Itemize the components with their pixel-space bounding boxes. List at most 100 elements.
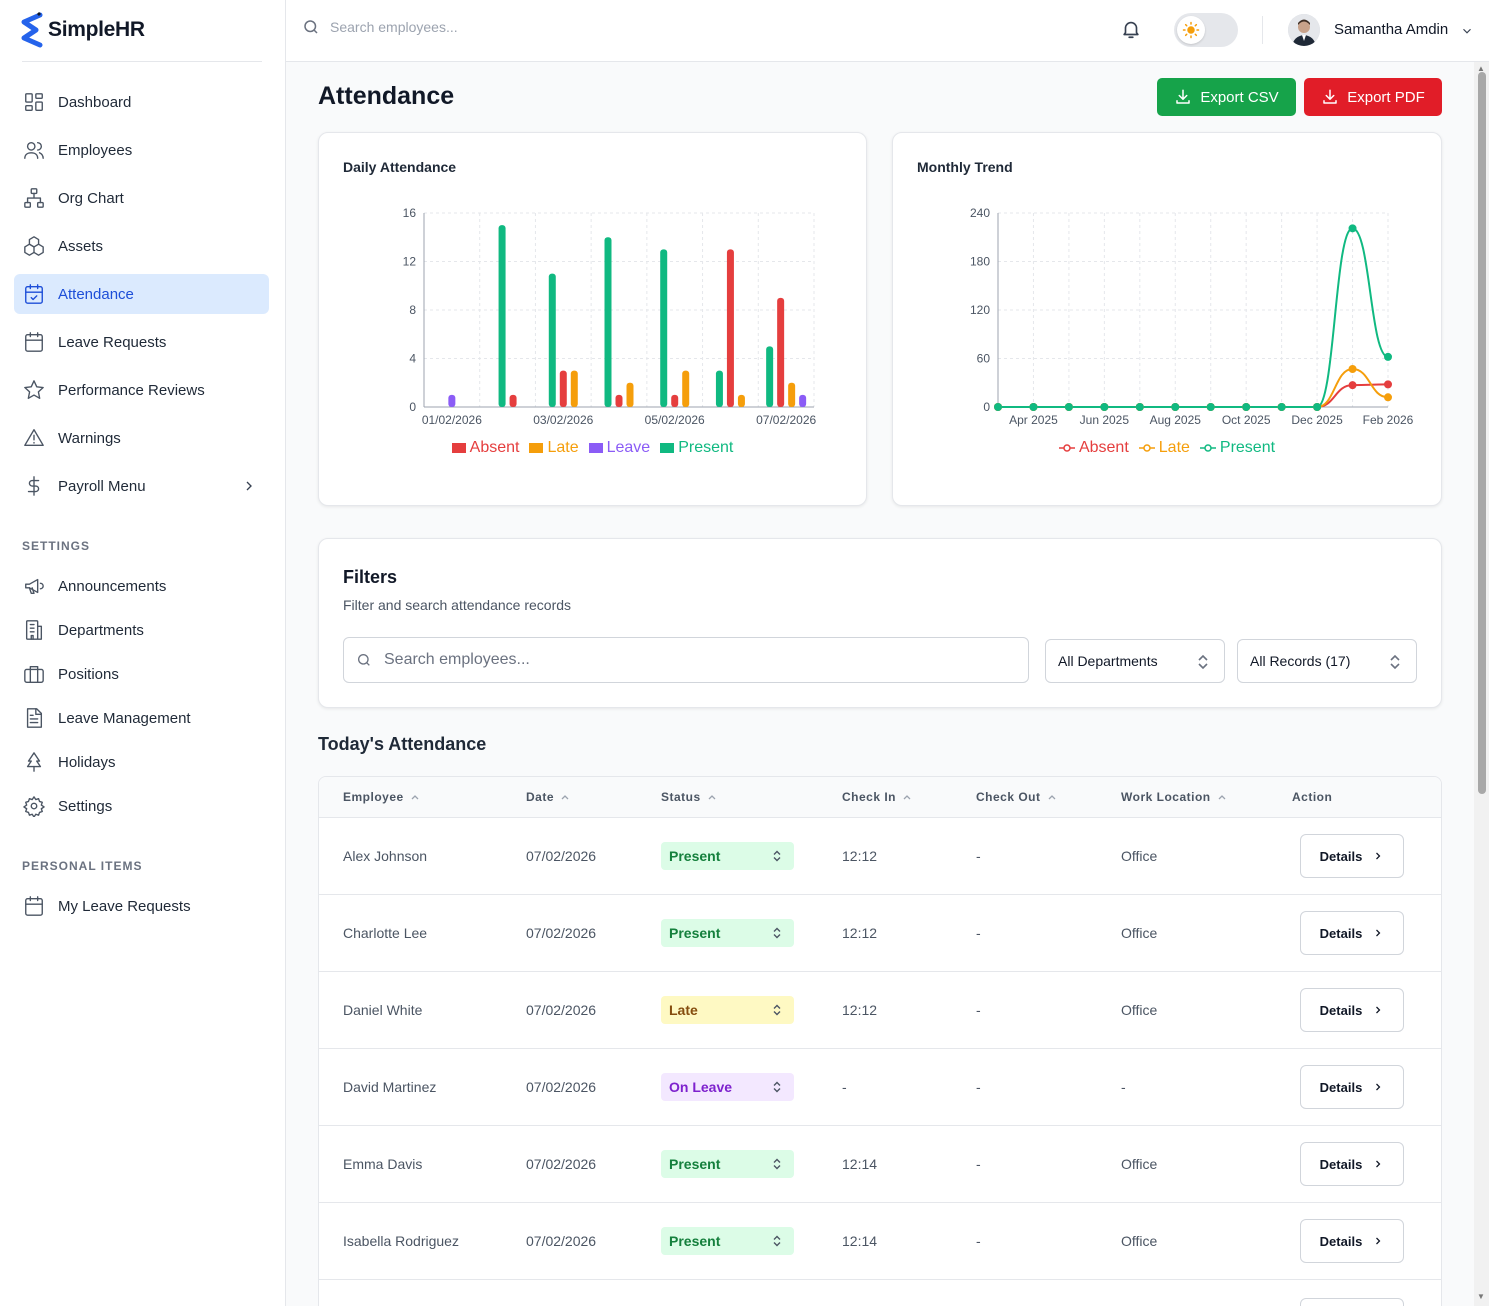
bar-present[interactable]	[498, 225, 506, 407]
bar-present[interactable]	[766, 346, 774, 407]
details-button[interactable]: Details	[1300, 988, 1404, 1032]
chevron-down-icon[interactable]	[1460, 24, 1474, 38]
details-button[interactable]: Details	[1300, 1142, 1404, 1186]
sidebar-item-announcements[interactable]: Announcements	[14, 566, 269, 606]
details-button[interactable]: Details	[1300, 911, 1404, 955]
column-header-work-location[interactable]: Work Location	[1121, 790, 1227, 804]
bar-present[interactable]	[715, 370, 723, 407]
column-header-status[interactable]: Status	[661, 790, 717, 804]
sidebar-item-positions[interactable]: Positions	[14, 654, 269, 694]
bar-present[interactable]	[660, 249, 668, 407]
sidebar-item-dashboard[interactable]: Dashboard	[14, 82, 269, 122]
bar-late[interactable]	[626, 382, 634, 407]
status-value: Present	[669, 848, 721, 864]
details-button[interactable]: Details	[1300, 1065, 1404, 1109]
bar-absent[interactable]	[726, 249, 734, 407]
avatar[interactable]	[1288, 14, 1320, 46]
sidebar-item-departments[interactable]: Departments	[14, 610, 269, 650]
export-csv-button[interactable]: Export CSV	[1157, 78, 1296, 116]
point-present[interactable]	[1171, 403, 1180, 411]
sidebar-item-settings[interactable]: Settings	[14, 786, 269, 826]
sidebar-item-employees[interactable]: Employees	[14, 130, 269, 170]
filter-search-input[interactable]: Search employees...	[343, 637, 1029, 683]
point-late[interactable]	[1348, 365, 1357, 374]
point-present[interactable]	[1348, 224, 1357, 233]
sidebar-item-leave-management[interactable]: Leave Management	[14, 698, 269, 738]
status-select[interactable]: Present	[661, 842, 794, 870]
bar-leave[interactable]	[448, 394, 456, 407]
point-present[interactable]	[1135, 403, 1144, 411]
legend-item-absent[interactable]: Absent	[451, 439, 519, 457]
bar-absent[interactable]	[671, 394, 679, 407]
point-present[interactable]	[1242, 403, 1251, 411]
legend-item-leave[interactable]: Leave	[588, 439, 650, 457]
point-present[interactable]	[1029, 403, 1038, 411]
column-header-check-out[interactable]: Check Out	[976, 790, 1057, 804]
column-header-date[interactable]: Date	[526, 790, 570, 804]
bar-present[interactable]	[548, 273, 556, 407]
point-present[interactable]	[1206, 403, 1215, 411]
details-button[interactable]: Details	[1300, 834, 1404, 878]
sidebar-item-payroll-menu[interactable]: Payroll Menu	[14, 466, 269, 506]
bar-absent[interactable]	[777, 297, 785, 407]
y-tick-label: 16	[403, 206, 417, 220]
header-search-input[interactable]: Search employees...	[330, 19, 458, 35]
scroll-down-icon[interactable]: ▼	[1477, 1292, 1485, 1301]
theme-toggle[interactable]	[1174, 13, 1238, 47]
column-header-label: Employee	[343, 790, 404, 804]
point-present[interactable]	[1384, 352, 1392, 361]
table-row: Isabella Rodriguez 07/02/2026 Present 12…	[319, 1203, 1441, 1280]
point-absent[interactable]	[1348, 381, 1357, 390]
header-search[interactable]: Search employees...	[302, 18, 458, 36]
point-late[interactable]	[1384, 393, 1392, 402]
daily-attendance-chart: 0 4 8 12 16 01/02/2026 03/02/2026 05/02/2026 07/…	[403, 206, 817, 427]
bar-present[interactable]	[604, 237, 612, 407]
app-logo[interactable]: SimpleHR	[20, 10, 145, 50]
bar-late[interactable]	[570, 370, 578, 407]
status-select[interactable]: Present	[661, 919, 794, 947]
bar-absent[interactable]	[509, 394, 517, 407]
legend-item-present[interactable]: Present	[1199, 439, 1275, 457]
sidebar-item-performance-reviews[interactable]: Performance Reviews	[14, 370, 269, 410]
records-select[interactable]: All Records (17)	[1237, 639, 1417, 683]
legend-item-present[interactable]: Present	[660, 439, 733, 457]
status-select[interactable]: Present	[661, 1227, 794, 1255]
point-present[interactable]	[1100, 403, 1109, 411]
details-button[interactable]: Details	[1300, 1219, 1404, 1263]
sidebar-item-assets[interactable]: Assets	[14, 226, 269, 266]
bar-late[interactable]	[737, 394, 745, 407]
status-select[interactable]: On Leave	[661, 1073, 794, 1101]
point-present[interactable]	[1064, 403, 1073, 411]
sidebar-item-holidays[interactable]: Holidays	[14, 742, 269, 782]
legend-item-absent[interactable]: Absent	[1058, 439, 1129, 457]
notifications-button[interactable]	[1120, 18, 1142, 45]
status-select[interactable]: Present	[661, 1150, 794, 1178]
sidebar-item-attendance[interactable]: Attendance	[14, 274, 269, 314]
legend-item-late[interactable]: Late	[1138, 439, 1190, 457]
point-present[interactable]	[1277, 403, 1286, 411]
page-scrollbar[interactable]: ▲ ▼	[1474, 62, 1489, 1306]
bar-late[interactable]	[682, 370, 690, 407]
bar-leave[interactable]	[799, 394, 807, 407]
point-absent[interactable]	[1384, 380, 1392, 389]
scroll-thumb[interactable]	[1478, 72, 1486, 794]
sidebar-item-leave-requests[interactable]: Leave Requests	[14, 322, 269, 362]
bar-absent[interactable]	[615, 394, 623, 407]
export-pdf-button[interactable]: Export PDF	[1304, 78, 1442, 116]
scroll-up-icon[interactable]: ▲	[1477, 64, 1485, 73]
sidebar-item-warnings[interactable]: Warnings	[14, 418, 269, 458]
legend-item-late[interactable]: Late	[529, 439, 579, 457]
bar-absent[interactable]	[559, 370, 567, 407]
details-button[interactable]	[1300, 1298, 1404, 1306]
point-present[interactable]	[1313, 403, 1322, 411]
sort-icon	[1218, 795, 1226, 800]
column-header-employee[interactable]: Employee	[343, 790, 420, 804]
status-select[interactable]: Late	[661, 996, 794, 1024]
user-name[interactable]: Samantha Amdin	[1334, 21, 1449, 38]
point-present[interactable]	[994, 403, 1002, 411]
sidebar-item-org-chart[interactable]: Org Chart	[14, 178, 269, 218]
bar-late[interactable]	[788, 382, 796, 407]
sidebar-item-my-leave-requests[interactable]: My Leave Requests	[14, 886, 269, 926]
department-select[interactable]: All Departments	[1045, 639, 1225, 683]
column-header-check-in[interactable]: Check In	[842, 790, 912, 804]
